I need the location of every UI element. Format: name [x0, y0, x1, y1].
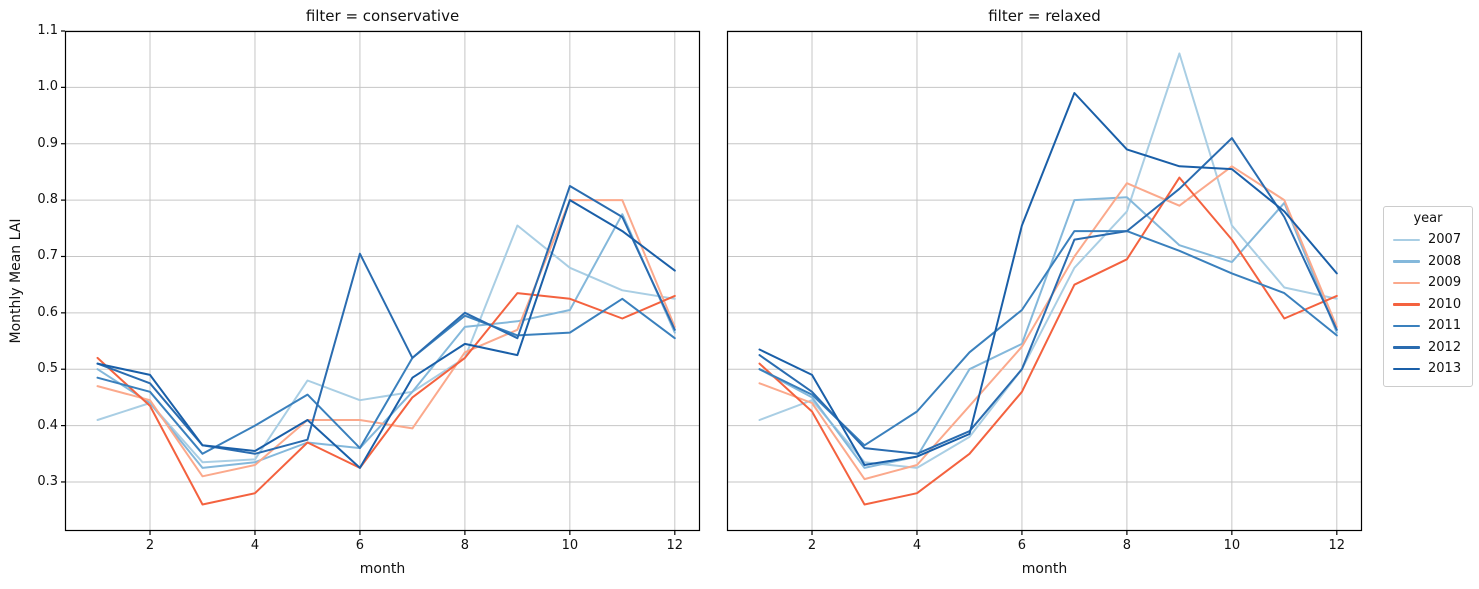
legend-entry-2009: 2009	[1393, 272, 1463, 294]
series-line-2013	[758, 92, 1338, 466]
x-tick-label: 4	[250, 538, 260, 553]
legend-title: year	[1413, 211, 1443, 226]
y-tick-label: 0.8	[37, 192, 58, 208]
legend-entry-2007: 2007	[1393, 229, 1463, 251]
legend-label: 2011	[1428, 318, 1462, 334]
series-line-2009	[96, 199, 676, 478]
legend-entry-2011: 2011	[1393, 315, 1463, 337]
y-axis-label: Monthly Mean LAI	[8, 218, 24, 344]
legend-line-swatch	[1393, 238, 1420, 241]
legend-line-swatch	[1393, 303, 1420, 306]
y-tick-label: 0.5	[37, 361, 58, 377]
y-tick-label: 0.4	[37, 417, 58, 433]
legend-entry-2008: 2008	[1393, 251, 1463, 273]
x-tick-label: 6	[1017, 538, 1027, 553]
x-tick-label: 12	[666, 538, 684, 553]
x-tick-label: 2	[807, 538, 817, 553]
legend: year 2007 2008 2009 2010 2011 2012 2013	[1383, 206, 1473, 387]
x-tick-label: 2	[145, 538, 155, 553]
x-axis-label-left: month	[359, 561, 406, 577]
y-tick-label: 0.3	[37, 473, 58, 489]
x-tick-label: 6	[355, 538, 365, 553]
legend-entry-2012: 2012	[1393, 337, 1463, 359]
legend-line-swatch	[1393, 281, 1420, 284]
x-tick-label: 4	[912, 538, 922, 553]
legend-label: 2007	[1428, 232, 1462, 248]
series-line-2012	[758, 137, 1338, 455]
series-line-2010	[96, 292, 676, 506]
x-tick-label: 8	[1122, 538, 1132, 553]
legend-entry-2013: 2013	[1393, 358, 1463, 380]
legend-entry-2010: 2010	[1393, 294, 1463, 316]
y-tick-label: 0.9	[37, 135, 58, 151]
legend-line-swatch	[1393, 324, 1420, 327]
facet-title-conservative: filter = conservative	[305, 7, 460, 25]
series-line-2010	[758, 176, 1338, 506]
panel-border	[726, 30, 1363, 532]
legend-label: 2010	[1428, 296, 1462, 312]
y-tick-label: 0.7	[37, 248, 58, 264]
y-tick-label: 0.6	[37, 304, 58, 320]
panel-border	[64, 30, 701, 532]
legend-line-swatch	[1393, 260, 1420, 263]
facet-title-relaxed: filter = relaxed	[988, 7, 1101, 25]
series-line-2007	[758, 52, 1338, 469]
series-line-2007	[96, 224, 676, 464]
x-tick-label: 10	[1223, 538, 1241, 553]
series-line-2011	[758, 230, 1338, 447]
series-line-2013	[96, 199, 676, 469]
legend-line-swatch	[1393, 346, 1420, 349]
x-axis-label-right: month	[1021, 561, 1068, 577]
x-tick-label: 12	[1328, 538, 1346, 553]
legend-entries: 2007 2008 2009 2010 2011 2012 2013	[1393, 229, 1463, 380]
x-tick-label: 10	[561, 538, 579, 553]
x-tick-label: 8	[460, 538, 470, 553]
legend-label: 2008	[1428, 253, 1462, 269]
series-line-2009	[758, 165, 1338, 481]
y-tick-label: 1.1	[37, 23, 58, 38]
legend-line-swatch	[1393, 367, 1420, 370]
series-line-2011	[96, 297, 676, 455]
series-line-2008	[96, 213, 676, 469]
legend-label: 2013	[1428, 361, 1462, 377]
y-tick-label: 1.0	[37, 79, 58, 95]
legend-label: 2012	[1428, 339, 1462, 355]
legend-label: 2009	[1428, 275, 1462, 291]
